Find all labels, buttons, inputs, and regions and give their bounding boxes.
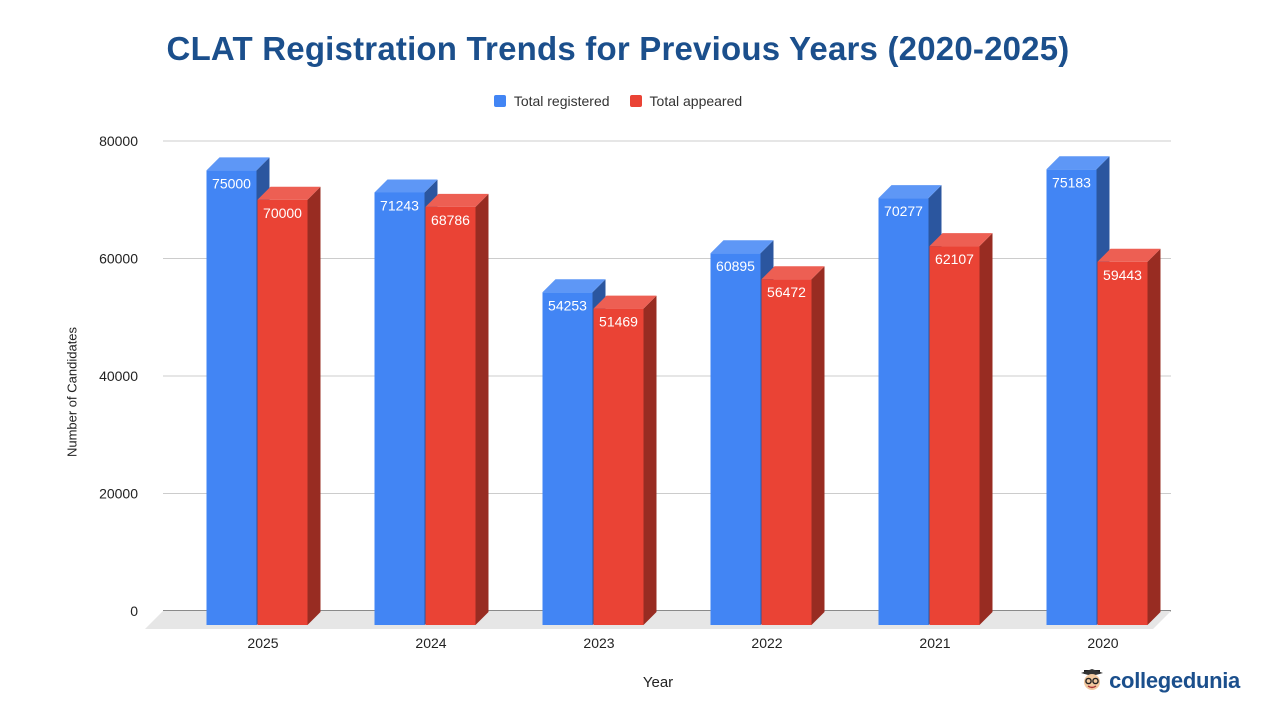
legend-swatch-appeared [629, 95, 642, 107]
data-label: 75183 [1052, 174, 1091, 190]
bar-appeared-2022: 56472 [761, 266, 825, 625]
data-label: 56472 [767, 284, 806, 300]
brand-logo: collegedunia [1079, 668, 1240, 694]
bar-appeared-2023: 51469 [593, 295, 657, 625]
data-label: 68786 [431, 212, 470, 228]
y-tick-label: 60000 [99, 251, 138, 267]
legend-item-appeared: Total appeared [629, 93, 743, 109]
x-tick-label: 2022 [751, 635, 782, 651]
bar-appeared-2024: 68786 [425, 193, 489, 625]
bar-appeared-2020: 59443 [1097, 248, 1161, 625]
x-tick-label: 2023 [583, 635, 614, 651]
chart-title: CLAT Registration Trends for Previous Ye… [166, 30, 1070, 67]
x-tick-label: 2021 [919, 635, 950, 651]
data-label: 51469 [599, 314, 638, 330]
data-label: 54253 [548, 297, 587, 313]
x-tick-label: 2024 [415, 635, 446, 651]
axis-ticks: 0 20000 40000 60000 80000 2025 2024 2023 2022 202… [99, 133, 1119, 651]
x-axis-title: Year [642, 674, 674, 691]
data-label: 75000 [212, 175, 251, 191]
y-tick-label: 0 [130, 603, 138, 619]
brand-name: collegedunia [1109, 668, 1240, 693]
data-label: 70000 [263, 205, 302, 221]
x-tick-label: 2025 [247, 635, 278, 651]
y-tick-label: 20000 [99, 486, 138, 502]
legend-label-registered: Total registered [513, 93, 610, 109]
data-label: 71243 [380, 197, 419, 213]
data-label: 62107 [935, 251, 974, 267]
chart-legend: Total registered Total appeared [0, 93, 1236, 109]
data-label: 70277 [884, 203, 923, 219]
legend-label-appeared: Total appeared [649, 93, 743, 109]
student-mascot-icon [1081, 669, 1104, 690]
bar-appeared-2021: 62107 [929, 233, 993, 625]
legend-item-registered: Total registered [493, 93, 610, 109]
data-label: 59443 [1103, 267, 1142, 283]
legend-swatch-registered [493, 95, 506, 107]
x-tick-label: 2020 [1087, 635, 1118, 651]
bar-appeared-2025: 70000 [257, 186, 321, 625]
y-tick-label: 40000 [99, 368, 138, 384]
bars: 75000 70000 71243 68786 54253 51469 60895 56472… [206, 156, 1161, 626]
y-tick-label: 80000 [99, 133, 138, 149]
data-label: 60895 [716, 258, 755, 274]
